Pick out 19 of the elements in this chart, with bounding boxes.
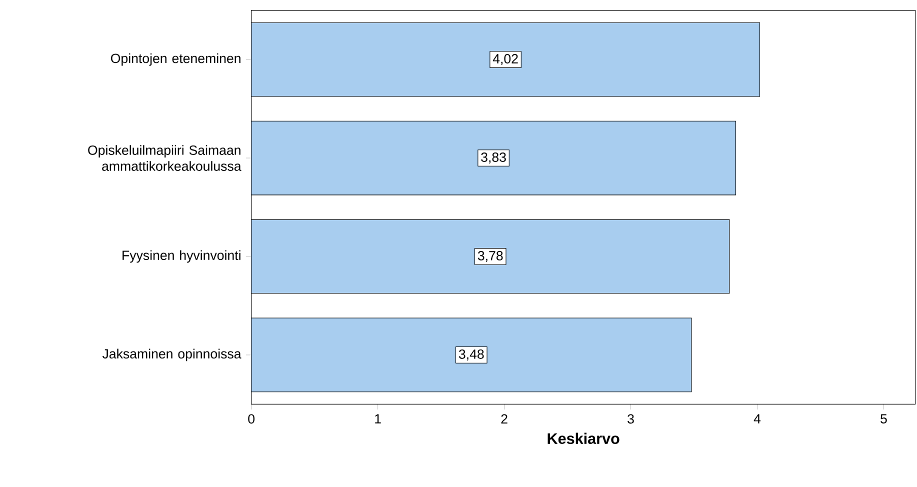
x-tick-label: 3: [628, 414, 634, 424]
x-tick-label: 4: [754, 414, 761, 424]
x-tick-label: 1: [375, 414, 381, 424]
x-tick-label: 2: [501, 414, 508, 424]
data-label: 3,48: [458, 349, 484, 360]
y-tick-label: Jaksaminen opinnoissa: [102, 348, 242, 362]
bar: [251, 318, 692, 392]
y-tick-label: Fyysinen hyvinvointi: [122, 250, 240, 263]
x-axis-title: Keskiarvo: [548, 432, 620, 444]
data-label: 3,78: [478, 250, 503, 262]
data-label: 3,83: [481, 152, 506, 164]
x-tick-label: 0: [248, 414, 255, 424]
bar: [251, 219, 730, 294]
bar: [251, 120, 736, 196]
bar: [251, 22, 760, 97]
y-tick-label: Opintojen eteneminen: [110, 53, 240, 66]
x-tick-label: 5: [880, 414, 887, 424]
y-tick-label: Opiskeluilmapiiri Saimaan ammattikorkeakoulussa: [88, 145, 242, 171]
data-label: 4,02: [492, 54, 518, 66]
